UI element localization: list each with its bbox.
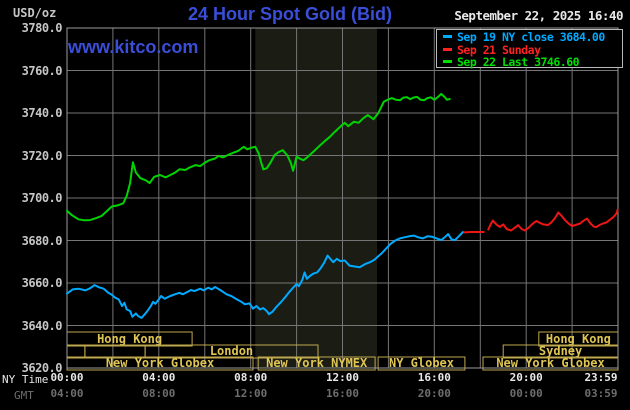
legend-dash-icon [443,47,452,51]
session-box [257,356,376,371]
y-tick-label: 3640.0 [21,318,63,333]
session-box [144,344,319,359]
legend-item-label: Sep 21 Sunday [457,42,541,57]
y-tick-label: 3680.0 [21,233,63,248]
gmt-time-tick-label: 03:59 [584,387,618,400]
session-box [66,344,86,359]
gmt-time-tick-label: 12:00 [234,387,268,400]
session-label: New York Globex [496,356,604,370]
gmt-time-tick-label: 08:00 [142,387,176,400]
series-sep-19-ny-close [66,231,464,319]
chart-datetime: September 22, 2025 16:40 [454,8,623,23]
session-label: Hong Kong [97,332,162,346]
session-box [377,356,466,371]
y-tick-label: 3720.0 [21,148,63,163]
series-sep-21-sunday [487,208,619,232]
y-tick-label: 3740.0 [21,106,63,120]
series-sep-22-last [66,92,451,222]
ny-time-tick-label: 12:00 [325,371,360,384]
y-tick-label: 3780.0 [21,21,63,35]
chart-legend: Sep 19 NY close 3684.00 Sep 21 Sunday Sep … [436,29,623,68]
ny-time-axis-label: NY Time [2,373,49,386]
gmt-axis-label: GMT [14,389,34,402]
legend-item: Sep 21 Sunday [441,42,622,57]
gmt-time-tick-label: 00:00 [509,387,543,400]
plot-border [66,27,619,369]
legend-dash-icon [443,60,452,64]
ny-time-tick-label: 00:00 [50,371,84,384]
legend-item: Sep 22 Last 3746.60 [441,56,622,69]
ny-time-tick-label: 20:00 [509,371,543,384]
session-label: Hong Kong [546,332,611,346]
ny-time-tick-label: 23:59 [584,371,618,384]
gmt-time-tick-label: 20:00 [417,387,451,400]
y-axis-unit-label: USD/oz [13,6,57,20]
session-label: Sydney [539,344,582,358]
ny-time-tick-label: 16:00 [417,371,451,384]
gridlines [67,28,618,368]
legend-item-label: Sep 22 Last 3746.60 [457,55,580,70]
ny-time-tick-label: 08:00 [234,371,268,384]
session-label: NY Globex [389,356,454,370]
page-title: 24 Hour Spot Gold (Bid) [188,4,392,24]
y-tick-label: 3620.0 [21,361,63,375]
y-tick-label: 3660.0 [21,276,63,290]
y-tick-label: 3700.0 [21,191,63,205]
session-label: New York Globex [106,356,214,370]
gmt-time-tick-label: 16:00 [325,387,360,400]
ny-time-tick-label: 04:00 [142,371,176,384]
legend-item: Sep 19 NY close 3684.00 [441,31,622,44]
session-label: New York NYMEX [266,356,368,370]
session-label: London [210,344,253,358]
y-tick-label: 3760.0 [21,63,63,78]
legend-dash-icon [443,35,452,38]
kitco-url-link[interactable]: www.kitco.com [68,37,199,57]
legend-item-label: Sep 19 NY close 3684.00 [457,30,605,44]
gmt-time-tick-label: 04:00 [50,387,84,400]
